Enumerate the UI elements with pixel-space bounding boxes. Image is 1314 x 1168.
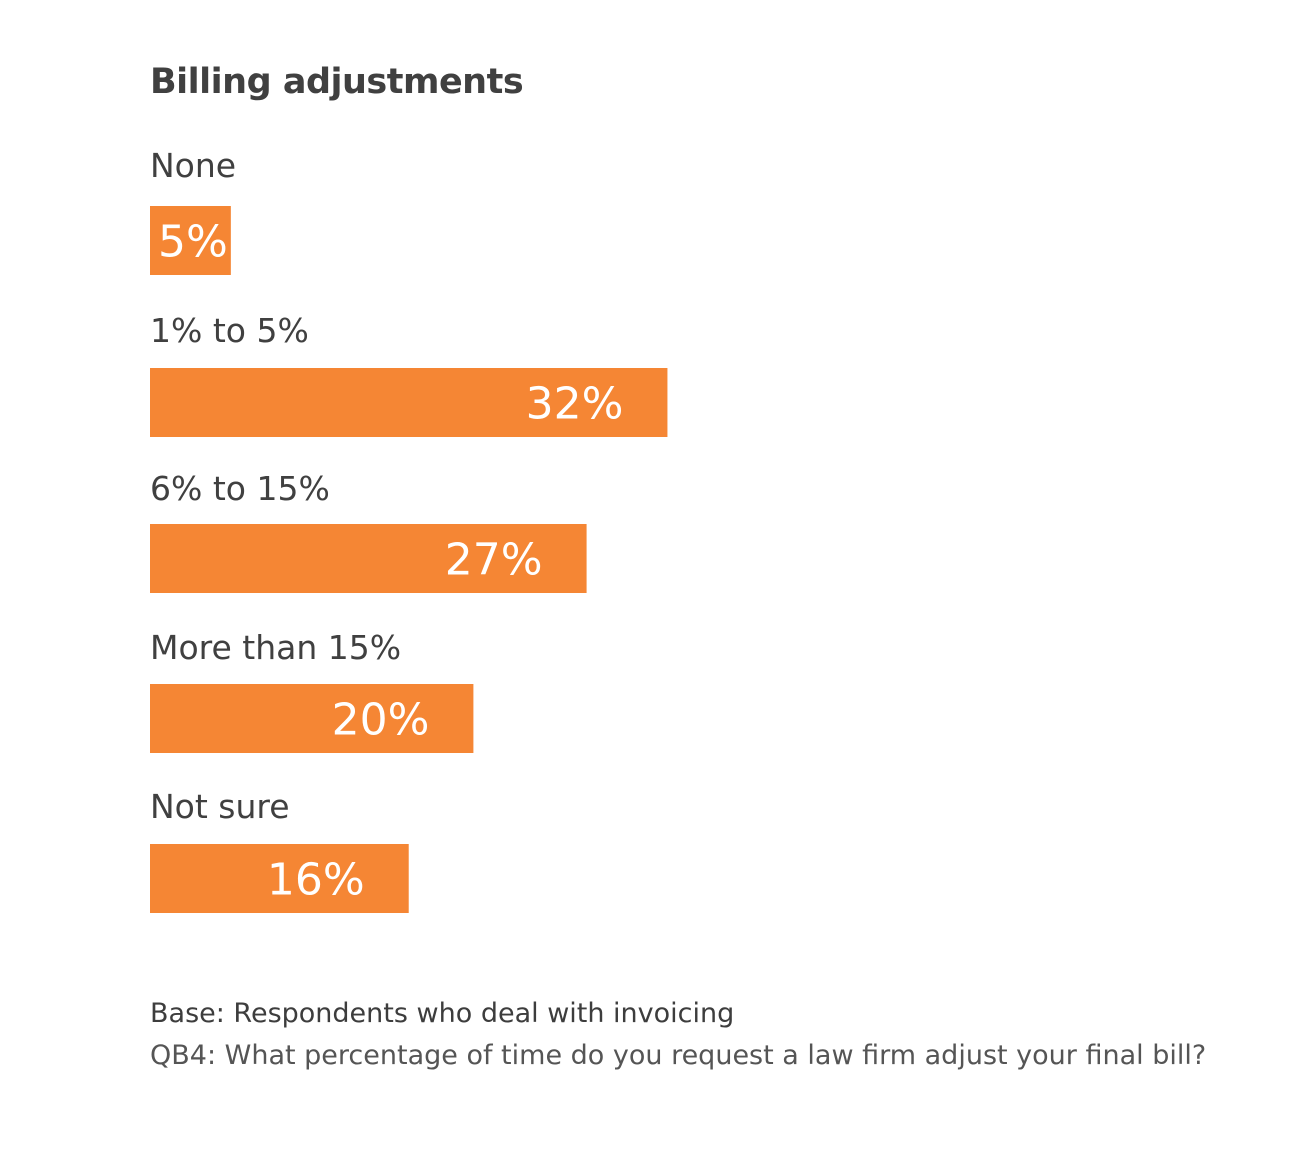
value-label: 5% (158, 217, 228, 268)
bar-chart: None 5% 1% to 5% 32% 6% to 15% 27% More than 1… (150, 146, 668, 913)
value-label: 32% (526, 379, 624, 430)
category-label: More than 15% (150, 628, 401, 667)
value-label: 16% (267, 855, 365, 906)
bar (150, 206, 231, 275)
footnote-question: QB4: What percentage of time do you requ… (150, 1040, 1207, 1071)
bar (150, 524, 587, 593)
category-label: 1% to 5% (150, 311, 309, 350)
value-label: 20% (332, 695, 430, 746)
category-label: 6% to 15% (150, 469, 330, 508)
bar (150, 368, 668, 437)
category-label: None (150, 146, 236, 185)
category-label: Not sure (150, 787, 290, 826)
bar (150, 684, 474, 753)
bar (150, 844, 409, 913)
footnote-base: Base: Respondents who deal with invoicin… (150, 998, 735, 1029)
value-label: 27% (445, 535, 543, 586)
chart-title: Billing adjustments (150, 62, 524, 102)
